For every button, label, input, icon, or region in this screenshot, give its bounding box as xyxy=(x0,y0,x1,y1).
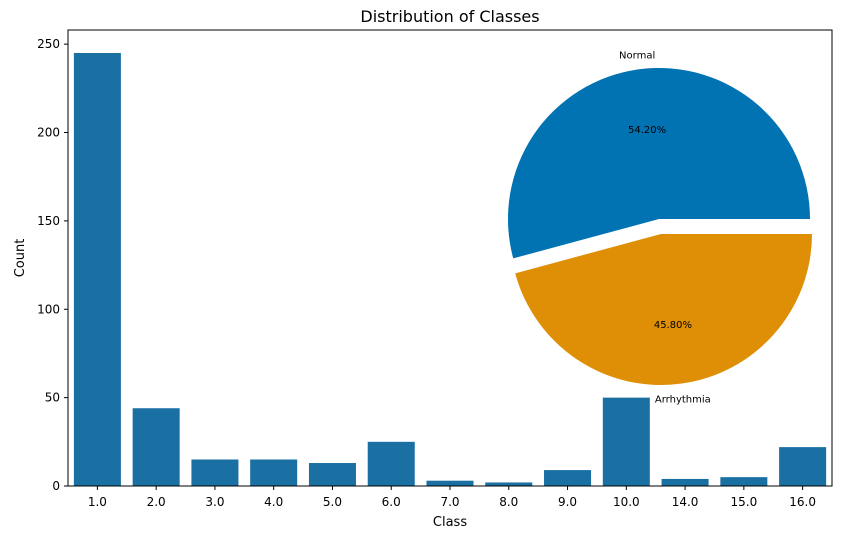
bar xyxy=(661,478,709,486)
x-tick-label: 2.0 xyxy=(147,495,166,509)
x-tick-label: 4.0 xyxy=(264,495,283,509)
x-tick-label: 8.0 xyxy=(499,495,518,509)
x-tick-label: 6.0 xyxy=(382,495,401,509)
pie-slice-percent: 45.80% xyxy=(654,320,692,331)
y-axis-label: Count xyxy=(13,239,28,278)
bar xyxy=(73,52,121,486)
bar xyxy=(367,441,415,486)
x-tick-label: 15.0 xyxy=(730,495,757,509)
pie-slice xyxy=(515,233,812,386)
bar xyxy=(779,447,827,486)
bar xyxy=(485,482,533,486)
bar xyxy=(602,397,650,486)
bar xyxy=(426,480,474,486)
bar xyxy=(720,477,768,486)
y-tick-label: 0 xyxy=(52,479,60,493)
pie-slice-percent: 54.20% xyxy=(628,125,666,136)
x-axis: 1.0 2.0 3.0 4.0 5.0 6.0 7.0 8.0 9.0 10.0 14.0 15.0 1… xyxy=(88,486,816,509)
y-axis: 0 50 100 150 200 250 xyxy=(37,37,68,493)
y-tick-label: 150 xyxy=(37,214,60,228)
x-tick-label: 1.0 xyxy=(88,495,107,509)
pie-slice xyxy=(508,67,810,259)
x-axis-label: Class xyxy=(433,515,467,530)
y-tick-label: 50 xyxy=(45,391,60,405)
x-tick-label: 5.0 xyxy=(323,495,342,509)
bar xyxy=(250,459,298,486)
pie-slice-label: Normal xyxy=(619,50,655,61)
chart-title: Distribution of Classes xyxy=(360,7,539,26)
x-tick-label: 16.0 xyxy=(789,495,816,509)
pie-chart: 54.20% Normal 45.80% Arrhythmia xyxy=(508,50,812,406)
bars-layer xyxy=(73,52,827,486)
bar xyxy=(132,408,180,486)
bar xyxy=(308,463,356,486)
x-tick-label: 14.0 xyxy=(672,495,699,509)
bar xyxy=(191,459,239,486)
bar xyxy=(544,470,592,486)
pie-slice-label: Arrhythmia xyxy=(655,395,711,406)
x-tick-label: 9.0 xyxy=(558,495,577,509)
y-tick-label: 250 xyxy=(37,37,60,51)
x-tick-label: 3.0 xyxy=(205,495,224,509)
x-tick-label: 7.0 xyxy=(440,495,459,509)
y-tick-label: 100 xyxy=(37,302,60,316)
y-tick-label: 200 xyxy=(37,126,60,140)
x-tick-label: 10.0 xyxy=(613,495,640,509)
